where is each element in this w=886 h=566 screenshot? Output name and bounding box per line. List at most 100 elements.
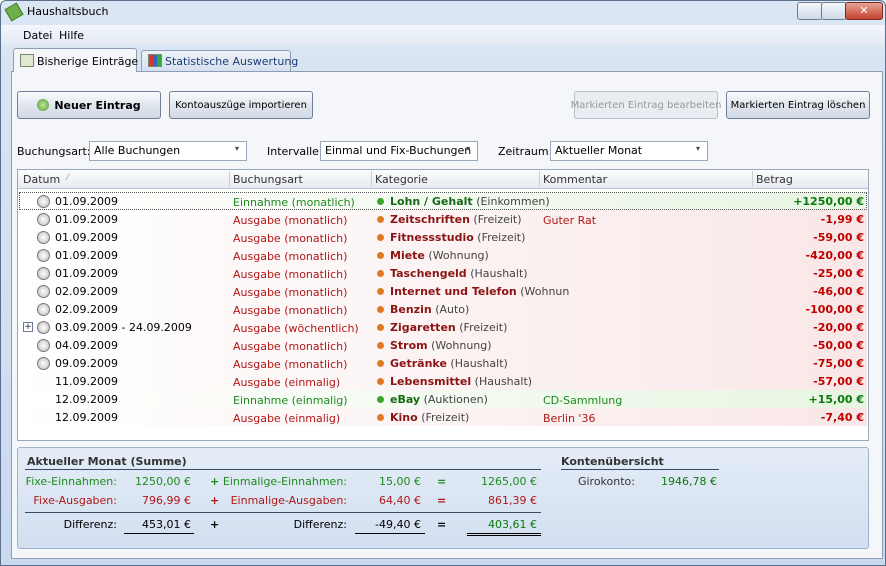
cell-amount: +15,00 € [809,393,865,406]
cell-category: Strom (Wohnung) [390,339,492,352]
column-header[interactable]: Kommentar [543,173,607,186]
category-group: (Freizeit) [421,411,469,424]
category-dot [377,216,384,223]
summary-value: 64,40 € [379,494,421,507]
category-group: (Auktionen) [424,393,488,406]
category-dot [377,270,384,277]
summary-value: 15,00 € [379,475,421,488]
recurring-icon [37,195,50,208]
tab-icon [148,54,162,67]
cell-category: eBay (Auktionen) [390,393,488,406]
category-name: Kino [390,411,418,424]
category-name: Getränke [390,357,447,370]
category-group: (Wohnun [520,285,569,298]
category-name: Fitnessstudio [390,231,474,244]
filter-label: Zeitraum: [498,145,552,158]
maximize-button[interactable] [821,2,847,20]
category-dot [377,378,384,385]
combo-box[interactable]: Alle Buchungen [89,141,247,161]
cell-comment: Berlin '36 [543,412,595,425]
button[interactable]: Neuer Eintrag [17,91,161,119]
recurring-icon [37,321,50,334]
double-underline [467,533,541,536]
column-header[interactable]: Kategorie [375,173,428,186]
filter-label: Buchungsart: [17,145,90,158]
combo-box[interactable]: Einmal und Fix-Buchungen [320,141,478,161]
category-group: (Haushalt) [475,375,532,388]
sort-indicator: ⁄ [67,173,69,183]
menu-item[interactable]: Hilfe [59,29,84,42]
category-name: Miete [390,249,425,262]
button[interactable]: Kontoauszüge importieren [169,91,313,119]
button: Markierten Eintrag bearbeiten [574,91,718,119]
cell-comment: CD-Sammlung [543,394,622,407]
summary-total: 861,39 € [488,494,537,507]
cell-type: Ausgabe (monatlich) [233,340,347,353]
summary-label: Fixe-Ausgaben: [33,494,117,507]
cell-date: 04.09.2009 [55,339,118,352]
cell-category: Taschengeld (Haushalt) [390,267,528,280]
cell-category: Benzin (Auto) [390,303,469,316]
cell-amount: -50,00 € [813,339,864,352]
category-dot [377,288,384,295]
cell-date: 01.09.2009 [55,267,118,280]
button-label: Neuer Eintrag [54,99,140,112]
category-group: (Freizeit) [477,231,525,244]
close-button[interactable]: ✕ [845,2,883,20]
cell-category: Lohn / Gehalt (Einkommen) [390,195,550,208]
category-dot [377,414,384,421]
category-dot [377,360,384,367]
category-name: Taschengeld [390,267,467,280]
cell-amount: -100,00 € [806,303,865,316]
cell-type: Ausgabe (monatlich) [233,250,347,263]
app-icon [4,2,23,21]
category-group: (Wohnung) [428,249,488,262]
cell-date: 09.09.2009 [55,357,118,370]
category-dot [377,252,384,259]
cell-date: 11.09.2009 [55,375,118,388]
cell-category: Miete (Wohnung) [390,249,489,262]
cell-category: Lebensmittel (Haushalt) [390,375,532,388]
combo-box[interactable]: Aktueller Monat [550,141,708,161]
category-dot [377,342,384,349]
column-header[interactable]: Datum [23,173,60,186]
recurring-icon [37,267,50,280]
cell-amount: -7,40 € [821,411,864,424]
combo-value: Einmal und Fix-Buchungen [325,144,471,157]
category-dot [377,396,384,403]
tab-label[interactable]: Statistische Auswertung [165,55,298,68]
cell-category: Kino (Freizeit) [390,411,469,424]
summary-title: Aktueller Monat (Summe) [27,455,187,468]
summary-value: 453,01 € [142,518,191,531]
minimize-button[interactable] [797,2,823,20]
category-name: Zigaretten [390,321,456,334]
category-dot [377,234,384,241]
menu-item[interactable]: Datei [23,29,52,42]
table-header [18,170,868,189]
window-title: Haushaltsbuch [27,5,109,18]
account-value: 1946,78 € [661,475,717,488]
summary-label: Differenz: [294,518,347,531]
cell-amount: -1,99 € [821,213,864,226]
summary-operator: + [210,518,219,531]
column-header[interactable]: Betrag [756,173,793,186]
cell-type: Einnahme (monatlich) [233,196,355,209]
cell-category: Internet und Telefon (Wohnun [390,285,569,298]
cell-amount: +1250,00 € [793,195,864,208]
cell-date: 12.09.2009 [55,393,118,406]
summary-value: -49,40 € [375,518,421,531]
tab-label[interactable]: Bisherige Einträge [37,55,138,68]
cell-date: 01.09.2009 [55,195,118,208]
combo-value: Aktueller Monat [555,144,642,157]
expand-toggle[interactable]: + [23,322,33,332]
cell-category: Fitnessstudio (Freizeit) [390,231,525,244]
column-header[interactable]: Buchungsart [233,173,303,186]
underline [124,533,194,534]
recurring-icon [37,249,50,262]
summary-label: Einmalige-Ausgaben: [231,494,347,507]
combo-value: Alle Buchungen [94,144,180,157]
cell-amount: -420,00 € [806,249,865,262]
menu-bar [1,25,885,45]
button[interactable]: Markierten Eintrag löschen [726,91,870,119]
